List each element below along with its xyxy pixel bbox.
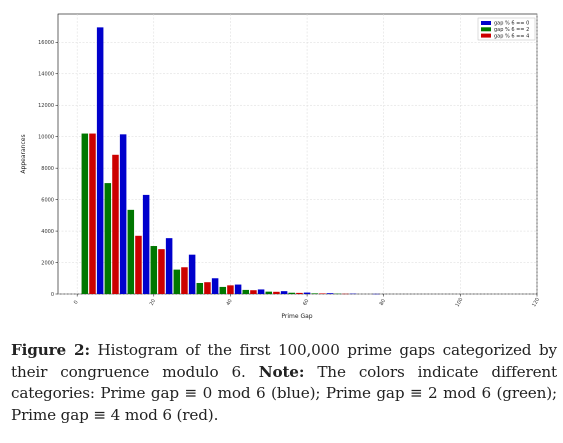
bar: [227, 285, 234, 294]
x-ticks: 0 20 40 60 80 100 120: [73, 294, 541, 308]
bar: [311, 293, 319, 294]
bar: [119, 134, 127, 294]
bar: [150, 246, 158, 294]
y-tick-label: 6000: [41, 197, 54, 203]
bar: [142, 194, 150, 294]
legend-entry: gap % 6 == 4: [494, 33, 529, 39]
bar: [257, 289, 265, 294]
x-tick-label: 0: [73, 300, 80, 306]
y-tick-label: 14000: [38, 72, 54, 78]
y-tick-label: 12000: [38, 103, 54, 109]
caption-note-label: Note:: [258, 362, 305, 381]
legend-swatch: [481, 21, 491, 25]
y-tick-label: 8000: [41, 166, 54, 172]
bar: [127, 209, 135, 294]
bar: [219, 286, 227, 294]
legend-swatch: [481, 27, 491, 32]
prime-gap-histogram: 0 2000 4000 6000 8000 10000 12000 14000 16000 0 2…: [20, 13, 541, 320]
bar: [112, 154, 119, 294]
bar: [303, 292, 311, 294]
x-tick-label: 40: [225, 298, 233, 307]
bar: [135, 235, 142, 294]
bar: [204, 282, 211, 294]
bars: [81, 27, 380, 295]
legend-box: [477, 17, 536, 41]
x-axis-label: Prime Gap: [281, 313, 312, 320]
y-tick-label: 4000: [41, 229, 54, 235]
bar: [273, 291, 280, 294]
y-tick-label: 0: [51, 292, 54, 298]
bar: [326, 293, 334, 294]
legend-entry: gap % 6 == 0: [494, 21, 529, 27]
legend-swatch: [481, 33, 491, 38]
bar: [81, 133, 89, 294]
figure-caption: Figure 2: Histogram of the first 100,000…: [11, 340, 557, 426]
y-ticks: 0 2000 4000 6000 8000 10000 12000 14000 16000: [38, 40, 58, 298]
x-tick-label: 20: [149, 298, 157, 307]
bar: [181, 267, 188, 294]
bar: [104, 183, 112, 294]
bar: [158, 249, 165, 294]
caption-text-2: The colors indicate different categories…: [11, 362, 557, 424]
y-tick-label: 10000: [38, 134, 54, 140]
bar: [242, 289, 250, 294]
x-tick-label: 80: [379, 298, 387, 307]
x-tick-label: 60: [302, 298, 310, 307]
bar: [288, 292, 296, 294]
bar: [234, 284, 242, 294]
bar: [211, 278, 219, 294]
bar: [280, 291, 288, 294]
y-tick-label: 16000: [38, 40, 54, 46]
bar: [250, 290, 257, 294]
legend-entry: gap % 6 == 2: [494, 27, 529, 33]
bar: [89, 133, 96, 294]
caption-label: Figure 2:: [11, 341, 90, 359]
bar: [188, 254, 196, 294]
x-tick-label: 100: [455, 297, 465, 308]
bar: [196, 282, 204, 294]
caption-text-1: Histogram of the first 100,000 prime gap…: [11, 341, 557, 381]
bar: [265, 291, 273, 294]
y-axis-label: Appearances: [20, 134, 27, 173]
y-tick-label: 2000: [41, 260, 54, 266]
bar: [319, 293, 326, 294]
bar: [296, 292, 303, 294]
bar: [173, 269, 181, 294]
x-tick-label: 120: [531, 297, 541, 308]
bar: [165, 238, 173, 294]
bar: [96, 27, 104, 294]
